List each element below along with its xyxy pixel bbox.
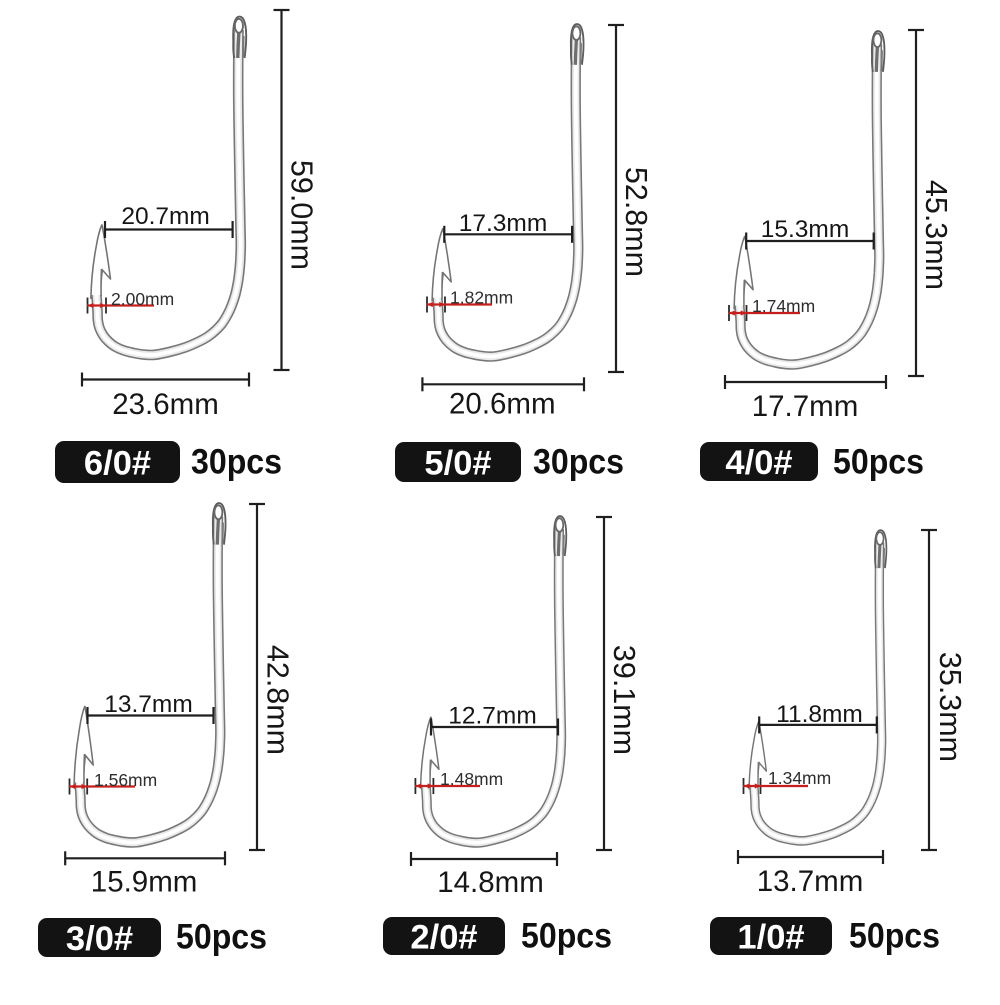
svg-text:11.8mm: 11.8mm — [776, 701, 863, 728]
svg-text:50pcs: 50pcs — [833, 443, 924, 482]
svg-text:50pcs: 50pcs — [521, 917, 612, 956]
svg-text:45.3mm: 45.3mm — [919, 180, 953, 290]
svg-text:1.56mm: 1.56mm — [94, 770, 157, 790]
svg-text:1.48mm: 1.48mm — [440, 769, 503, 789]
svg-text:23.6mm: 23.6mm — [112, 388, 219, 421]
svg-text:1.74mm: 1.74mm — [752, 296, 815, 316]
svg-text:20.6mm: 20.6mm — [449, 388, 556, 421]
svg-text:2.00mm: 2.00mm — [111, 289, 174, 309]
svg-text:13.7mm: 13.7mm — [104, 691, 193, 718]
svg-text:2/0#: 2/0# — [410, 919, 477, 957]
svg-text:1.34mm: 1.34mm — [768, 768, 831, 788]
svg-text:17.3mm: 17.3mm — [459, 210, 548, 237]
svg-text:39.1mm: 39.1mm — [607, 645, 641, 755]
svg-text:50pcs: 50pcs — [849, 917, 940, 956]
svg-text:6/0#: 6/0# — [84, 445, 151, 483]
svg-text:14.8mm: 14.8mm — [437, 866, 544, 899]
svg-text:17.7mm: 17.7mm — [752, 390, 859, 423]
svg-text:12.7mm: 12.7mm — [448, 703, 537, 730]
svg-text:35.3mm: 35.3mm — [933, 652, 967, 762]
svg-text:52.8mm: 52.8mm — [619, 167, 653, 277]
svg-text:59.0mm: 59.0mm — [285, 160, 319, 270]
svg-text:30pcs: 30pcs — [191, 443, 282, 482]
svg-text:15.9mm: 15.9mm — [91, 866, 198, 899]
svg-text:4/0#: 4/0# — [725, 444, 792, 482]
svg-text:3/0#: 3/0# — [66, 920, 133, 958]
svg-text:5/0#: 5/0# — [424, 445, 491, 483]
svg-text:1/0#: 1/0# — [737, 919, 804, 957]
svg-text:50pcs: 50pcs — [176, 918, 267, 957]
svg-text:30pcs: 30pcs — [533, 443, 624, 482]
svg-text:42.8mm: 42.8mm — [261, 645, 295, 755]
svg-text:13.7mm: 13.7mm — [757, 865, 864, 898]
svg-text:15.3mm: 15.3mm — [761, 216, 850, 243]
svg-text:20.7mm: 20.7mm — [121, 203, 210, 230]
svg-text:1.82mm: 1.82mm — [450, 288, 513, 308]
